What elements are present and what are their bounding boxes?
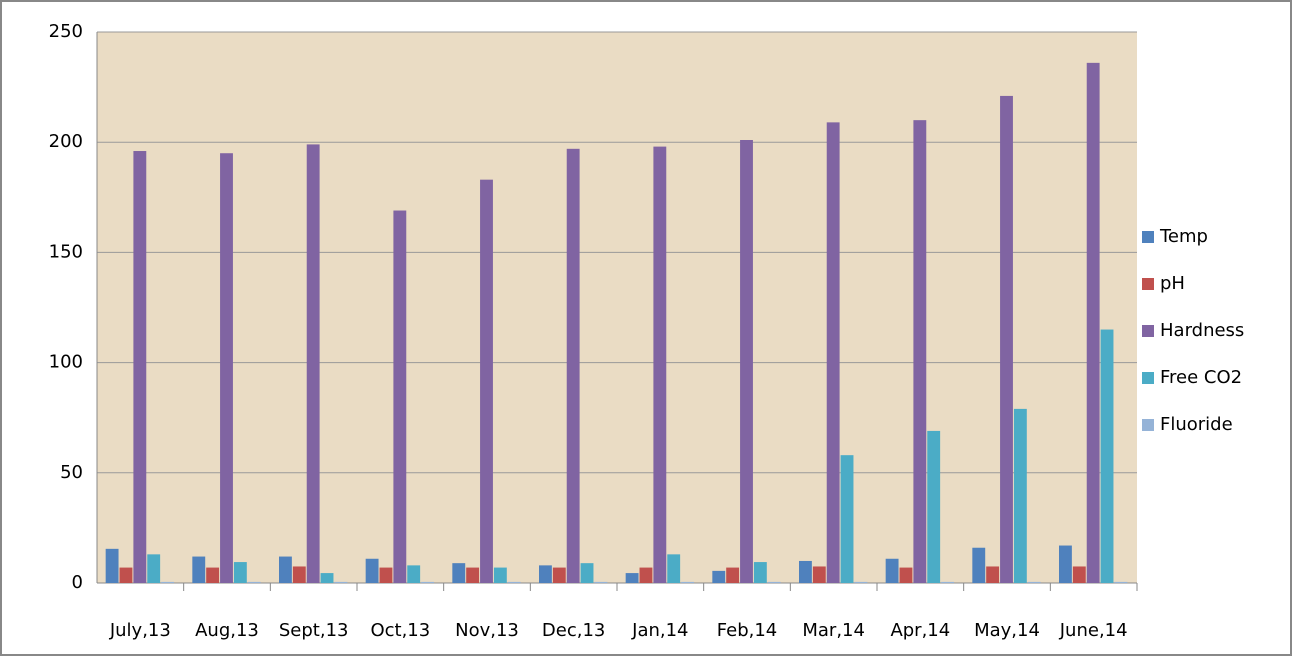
bar	[480, 180, 493, 583]
bar	[1101, 330, 1114, 583]
bar	[854, 582, 867, 583]
x-tick-label: July,13	[109, 620, 171, 641]
bar	[972, 548, 985, 583]
bar	[248, 582, 261, 583]
bar	[147, 554, 160, 583]
bar	[466, 568, 479, 583]
bar	[192, 557, 205, 583]
bar	[133, 151, 146, 583]
bar	[927, 431, 940, 583]
x-tick-label: Apr,14	[890, 620, 950, 641]
bar	[1087, 63, 1100, 583]
bar	[321, 573, 334, 583]
bar	[653, 147, 666, 583]
legend-swatch	[1142, 231, 1154, 243]
bar	[421, 582, 434, 583]
chart: 0 50 100 150 200 250 July,13 Aug,13 Sept,13 Oct,1…	[0, 0, 1294, 657]
bar	[900, 568, 913, 583]
bar	[234, 562, 247, 583]
bar	[886, 559, 899, 583]
bar	[626, 573, 639, 583]
bar	[452, 563, 465, 583]
y-tick-label: 150	[49, 241, 83, 262]
x-tick-label: May,14	[974, 620, 1040, 641]
x-tick-label: Oct,13	[370, 620, 430, 641]
legend-swatch	[1142, 419, 1154, 431]
legend-swatch	[1142, 372, 1154, 384]
legend-swatch	[1142, 325, 1154, 337]
x-tick-label: Sept,13	[279, 620, 349, 641]
legend-label: Hardness	[1160, 320, 1244, 341]
bar	[161, 582, 174, 583]
bar	[941, 582, 954, 583]
plot-background	[97, 32, 1137, 583]
bar	[681, 582, 694, 583]
x-tick-label: Feb,14	[717, 620, 778, 641]
bar	[1014, 409, 1027, 583]
bar	[307, 144, 320, 583]
bar	[220, 153, 233, 583]
x-tick-label: Mar,14	[802, 620, 865, 641]
legend-label: Temp	[1159, 226, 1208, 247]
bar	[1114, 582, 1127, 583]
bar	[754, 562, 767, 583]
bar	[407, 565, 420, 583]
legend-label: Fluoride	[1160, 414, 1233, 435]
bar	[712, 571, 725, 583]
bar	[567, 149, 580, 583]
bar	[813, 566, 826, 583]
bar	[581, 563, 594, 583]
bar	[508, 582, 521, 583]
bar	[841, 455, 854, 583]
y-tick-label: 250	[49, 21, 83, 42]
bar	[120, 568, 133, 583]
bar	[740, 140, 753, 583]
bar	[279, 557, 292, 583]
bar	[594, 582, 607, 583]
bar	[366, 559, 379, 583]
bar	[106, 549, 119, 583]
bar	[913, 120, 926, 583]
x-tick-label: June,14	[1059, 620, 1128, 641]
bar	[986, 566, 999, 583]
x-tick-label: Jan,14	[631, 620, 688, 641]
bar	[799, 561, 812, 583]
bar	[1073, 566, 1086, 583]
bar	[768, 582, 781, 583]
bar	[293, 566, 306, 583]
bar	[726, 568, 739, 583]
legend-label: pH	[1160, 273, 1185, 294]
y-tick-label: 50	[60, 462, 83, 483]
bar	[1059, 546, 1072, 583]
bar	[206, 568, 219, 583]
bar	[640, 568, 653, 583]
bar	[539, 565, 552, 583]
x-tick-label: Aug,13	[195, 620, 259, 641]
bar	[827, 122, 840, 583]
bar	[494, 568, 507, 583]
bar	[1028, 582, 1041, 583]
bar	[334, 582, 347, 583]
y-tick-label: 0	[72, 572, 83, 593]
y-tick-label: 200	[49, 131, 83, 152]
legend-swatch	[1142, 278, 1154, 290]
legend-label: Free CO2	[1160, 367, 1242, 388]
x-tick-label: Dec,13	[542, 620, 605, 641]
bar	[667, 554, 680, 583]
y-tick-label: 100	[49, 352, 83, 373]
bar	[1000, 96, 1013, 583]
bar	[393, 211, 406, 583]
bar	[380, 568, 393, 583]
x-tick-label: Nov,13	[455, 620, 519, 641]
bar	[553, 568, 566, 583]
